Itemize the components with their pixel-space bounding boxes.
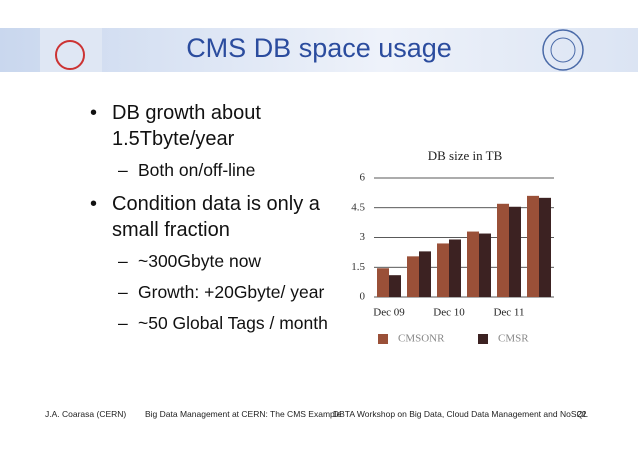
y-tick-label: 4.5	[351, 201, 365, 213]
bar	[509, 206, 521, 297]
header-band	[0, 28, 638, 72]
bar	[449, 239, 461, 297]
bullet: Condition data is only a small fraction	[90, 191, 334, 243]
cms-logo-ring	[55, 40, 85, 70]
bar	[407, 256, 419, 297]
bar	[437, 243, 449, 297]
bar	[539, 197, 551, 297]
bullet: ~300Gbyte now	[118, 249, 333, 274]
x-tick-label: Dec 10	[433, 307, 465, 319]
legend-label: CMSONR	[398, 333, 445, 345]
chart-title: DB size in TB	[428, 148, 503, 163]
bullet: ~50 Global Tags / month	[118, 311, 333, 336]
bullet: DB growth about 1.5Tbyte/year	[90, 100, 334, 152]
x-tick-label: Dec 11	[493, 307, 524, 319]
bar	[527, 195, 539, 297]
y-tick-label: 3	[360, 231, 366, 243]
y-tick-label: 0	[360, 291, 366, 303]
bar	[377, 268, 389, 297]
footer-talk: Big Data Management at CERN: The CMS Exa…	[145, 409, 342, 419]
legend-label: CMSR	[498, 333, 529, 345]
slide-title: CMS DB space usage	[186, 33, 452, 63]
cms-logo	[40, 28, 102, 72]
x-tick-label: Dec 09	[373, 307, 405, 319]
legend-swatch	[378, 334, 388, 344]
bullet: Both on/off-line	[118, 158, 333, 183]
bar	[389, 275, 401, 297]
y-tick-label: 6	[360, 172, 366, 184]
bar	[497, 203, 509, 297]
legend-swatch	[478, 334, 488, 344]
bullet: Growth: +20Gbyte/ year	[118, 280, 333, 305]
page-number: 22	[577, 409, 587, 419]
y-tick-label: 1.5	[351, 261, 365, 273]
bar	[479, 233, 491, 297]
cern-logo	[542, 29, 584, 71]
bullet-list: DB growth about 1.5Tbyte/year Both on/off…	[0, 92, 334, 336]
bar	[467, 231, 479, 297]
footer-event: DBTA Workshop on Big Data, Cloud Data Ma…	[333, 409, 588, 419]
bar	[419, 251, 431, 297]
footer-author: J.A. Coarasa (CERN)	[45, 409, 127, 419]
cern-logo-inner	[550, 37, 576, 63]
